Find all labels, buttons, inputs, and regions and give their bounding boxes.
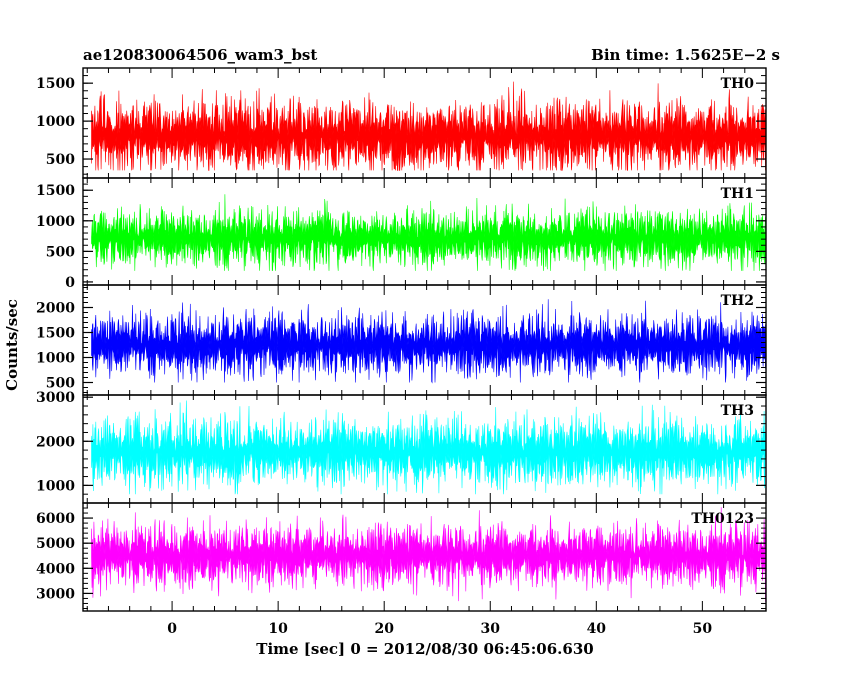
x-tick-label: 50	[693, 621, 713, 637]
panel-th0123: 3000 4000 5000 6000 TH0123	[36, 502, 767, 612]
series-th3	[91, 400, 766, 495]
panel-label: TH1	[721, 186, 754, 202]
y-tick-label: 3000	[36, 586, 75, 602]
y-axis-label: Counts/sec	[3, 299, 21, 391]
y-tick-label: 1500	[36, 183, 75, 199]
panel-label: TH3	[721, 403, 754, 419]
panel-th1: 0 500 1000 1500 TH1	[36, 177, 767, 291]
x-tick-label: 20	[374, 621, 394, 637]
panels: 500 1000 1500 TH0 0 500 1000 1500 TH1 500 1000 1500…	[36, 67, 767, 612]
x-tick-label: 10	[268, 621, 288, 637]
panel-frame	[82, 502, 767, 612]
y-tick-label: 1000	[36, 114, 75, 130]
y-tick-label: 500	[46, 376, 75, 392]
y-tick-label: 500	[46, 244, 75, 260]
panel-frame	[82, 67, 767, 179]
x-tick-label: 30	[481, 621, 501, 637]
y-tick-label: 1500	[36, 76, 75, 92]
y-tick-label: 1000	[36, 351, 75, 367]
y-tick-label: 500	[46, 152, 75, 168]
y-tick-label: 1000	[36, 214, 75, 230]
chart-title-right: Bin time: 1.5625E−2 s	[591, 46, 780, 64]
panel-th2: 500 1000 1500 2000 TH2	[36, 284, 767, 396]
y-tick-label: 4000	[36, 561, 75, 577]
y-tick-label: 2000	[36, 301, 75, 317]
y-tick-label: 1500	[36, 326, 75, 342]
series-th2	[91, 299, 766, 384]
series-th1	[91, 194, 766, 271]
panel-label: TH0	[721, 76, 755, 92]
x-tick-label: 40	[587, 621, 607, 637]
y-tick-label: 5000	[36, 536, 75, 552]
chart-title-left: ae120830064506_wam3_bst	[83, 46, 317, 64]
panel-label: TH0123	[691, 511, 754, 527]
panel-label: TH2	[721, 293, 754, 309]
x-tick-label: 0	[167, 621, 177, 637]
x-axis: 0 10 20 30 40 50	[167, 621, 712, 637]
y-tick-label: 3000	[36, 390, 75, 406]
x-axis-label: Time [sec] 0 = 2012/08/30 06:45:06.630	[256, 640, 593, 658]
series-th0	[91, 81, 766, 172]
series-th0123	[91, 507, 766, 602]
y-tick-label: 6000	[36, 511, 75, 527]
y-tick-label: 2000	[36, 434, 75, 450]
panel-th3: 1000 2000 3000 TH3	[36, 390, 767, 504]
panel-th0: 500 1000 1500 TH0	[36, 67, 767, 179]
y-tick-label: 0	[65, 275, 75, 291]
y-tick-label: 1000	[36, 478, 75, 494]
